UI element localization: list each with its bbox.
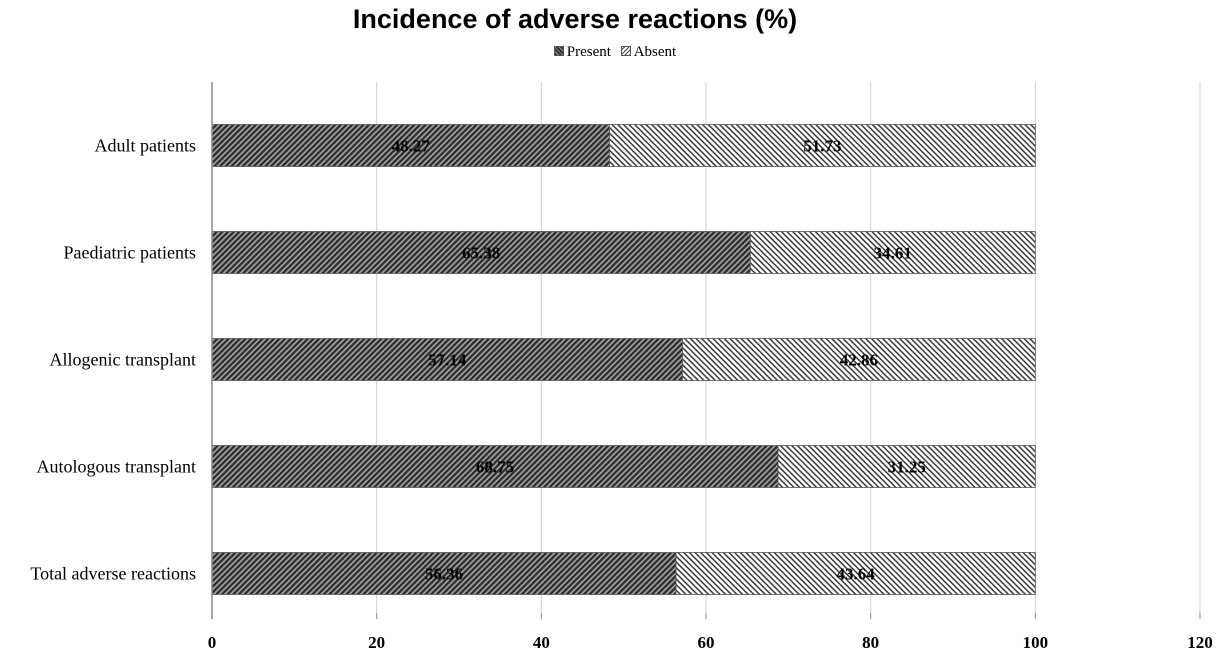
legend-swatch-present — [553, 46, 564, 56]
data-label: 34.61 — [874, 244, 912, 263]
axes — [211, 82, 1201, 619]
data-label: 43.64 — [837, 565, 876, 584]
data-label: 48.27 — [392, 137, 431, 156]
category-label: Total adverse reactions — [30, 564, 196, 584]
data-label: 51.73 — [803, 137, 841, 156]
data-label: 56.36 — [425, 565, 463, 584]
data-label: 42.86 — [840, 351, 878, 370]
x-tick-label: 60 — [698, 633, 715, 652]
x-tick-label: 120 — [1187, 633, 1213, 652]
legend-item-present: Present — [553, 44, 611, 61]
legend: Present Absent — [0, 44, 1222, 61]
bar-absent — [609, 124, 1036, 167]
category-label: Adult patients — [95, 136, 197, 156]
legend-swatch-absent — [620, 46, 631, 56]
bar-present — [211, 231, 751, 274]
bar-absent — [675, 552, 1036, 595]
x-tick-label: 0 — [208, 633, 217, 652]
category-label: Allogenic transplant — [50, 350, 196, 370]
bar-absent — [749, 231, 1036, 274]
data-label: 57.14 — [428, 351, 467, 370]
x-tick-label: 20 — [368, 633, 385, 652]
legend-label-absent: Absent — [633, 44, 677, 60]
legend-label-present: Present — [566, 44, 611, 60]
x-tick-label: 40 — [533, 633, 550, 652]
chart-title: Incidence of adverse reactions (%) — [352, 4, 798, 34]
data-label: 68.75 — [476, 458, 514, 477]
data-label: 65.38 — [462, 244, 500, 263]
bar-absent — [682, 338, 1036, 381]
category-label: Paediatric patients — [64, 243, 196, 263]
labels: 0 20 40 60 80 100 120 48.27 51.73 Adult patients 6… — [30, 136, 1212, 653]
data-label: 31.25 — [888, 458, 926, 477]
bar-absent — [777, 445, 1036, 488]
bars — [211, 124, 1036, 595]
x-tick-label: 100 — [1023, 633, 1049, 652]
bar-present — [211, 124, 610, 167]
x-tick-label: 80 — [862, 633, 879, 652]
bar-present — [211, 552, 677, 595]
category-label: Autologous transplant — [37, 457, 197, 477]
legend-item-absent: Absent — [620, 44, 677, 61]
